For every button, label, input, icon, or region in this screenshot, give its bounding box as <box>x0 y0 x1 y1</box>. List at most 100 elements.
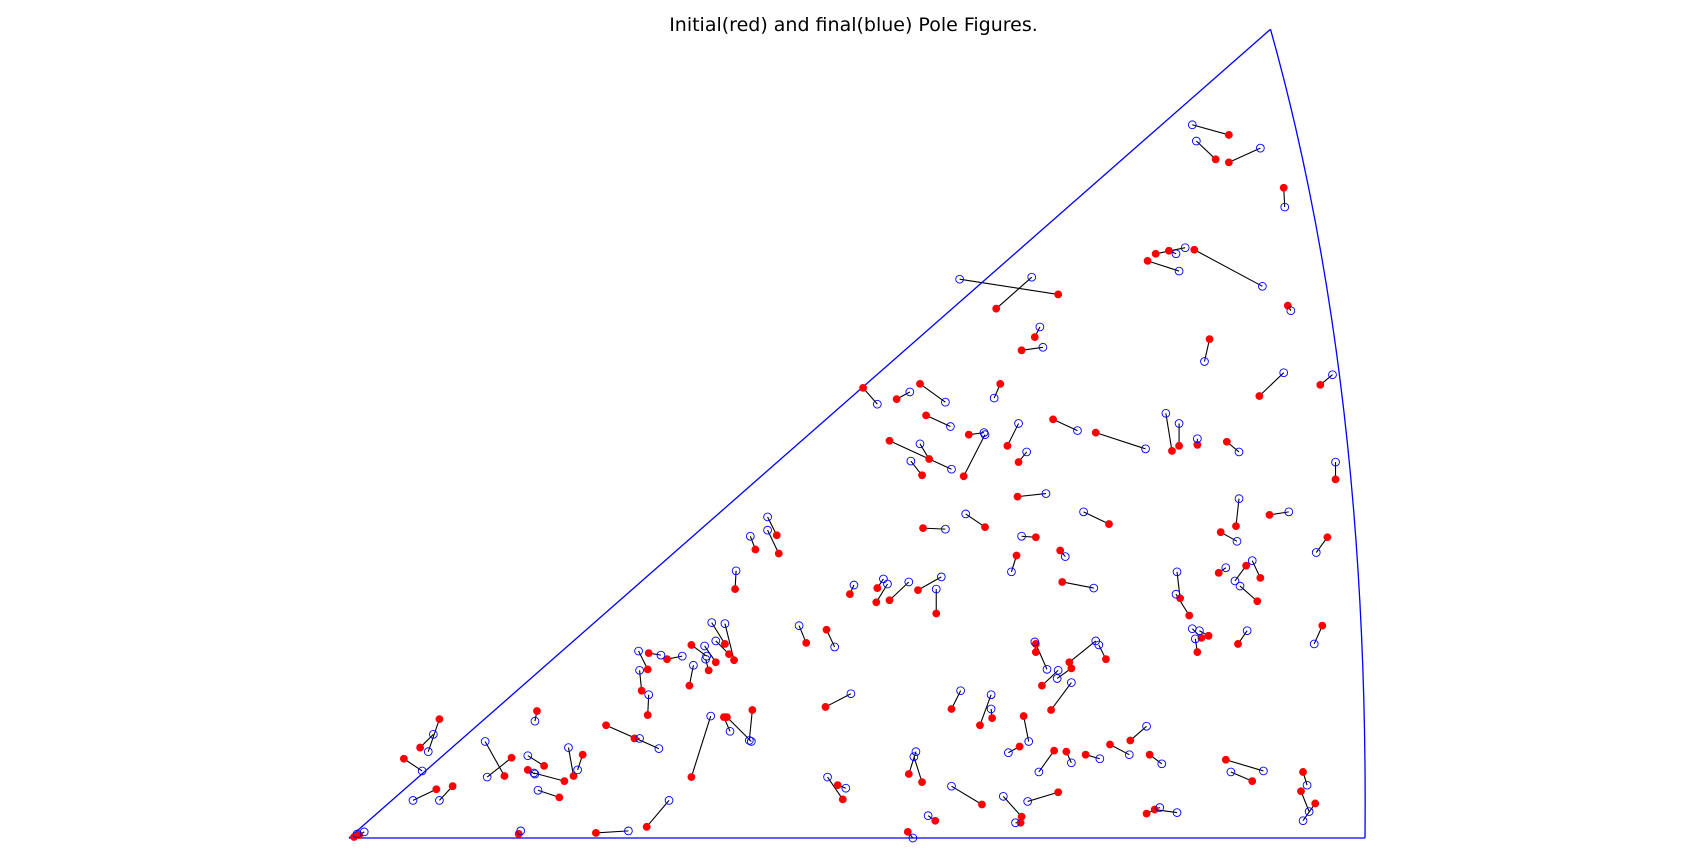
displacement-link <box>951 785 983 805</box>
initial-point <box>1255 392 1264 400</box>
initial-point <box>533 707 541 715</box>
initial-point <box>1049 415 1057 424</box>
final-point <box>1258 281 1267 291</box>
final-point <box>941 397 950 407</box>
initial-point <box>1224 131 1233 139</box>
displacement-link <box>889 581 910 601</box>
displacement-links <box>353 124 1337 839</box>
final-point <box>823 772 832 782</box>
final-point <box>1230 576 1240 586</box>
initial-point <box>1234 640 1242 648</box>
initial-point <box>1030 333 1039 342</box>
final-point <box>1247 556 1257 565</box>
final-point <box>1190 634 1200 644</box>
final-point <box>654 744 664 753</box>
final-point <box>989 393 999 403</box>
displacement-link <box>1194 249 1263 287</box>
final-point <box>1052 674 1062 683</box>
final-point <box>1221 563 1231 573</box>
final-point <box>905 387 915 397</box>
final-point <box>849 580 859 590</box>
initial-point <box>751 545 760 554</box>
final-point <box>1171 589 1181 599</box>
initial-point <box>914 586 922 594</box>
displacement-link <box>1095 432 1146 450</box>
initial-point <box>1054 788 1063 797</box>
initial-point <box>1190 245 1199 254</box>
initial-point <box>1145 750 1154 759</box>
initial-point <box>1214 568 1223 577</box>
final-point <box>720 619 730 628</box>
final-point <box>936 572 946 582</box>
final-point <box>1280 202 1290 212</box>
displacement-link <box>825 693 852 708</box>
initial-point <box>1015 742 1024 751</box>
initial-point <box>822 625 831 634</box>
initial-point <box>1232 522 1240 530</box>
final-point <box>677 651 687 661</box>
final-point <box>1200 357 1209 366</box>
displacement-link <box>1192 124 1230 136</box>
final-point <box>872 399 882 409</box>
final-point <box>1234 494 1244 504</box>
initial-point <box>1013 492 1022 501</box>
final-point <box>1141 444 1150 454</box>
final-point <box>1331 457 1340 467</box>
initial-point <box>711 658 720 667</box>
final-point <box>1242 626 1252 636</box>
final-point <box>846 689 856 699</box>
displacement-link <box>1083 511 1110 525</box>
final-point <box>1042 664 1052 674</box>
initial-point <box>1193 440 1202 449</box>
final-point <box>1007 567 1016 577</box>
final-point <box>794 621 804 631</box>
final-point <box>1187 120 1197 130</box>
initial-point <box>730 656 738 665</box>
final-point <box>644 690 654 700</box>
initial-point <box>642 822 651 831</box>
final-point <box>998 791 1008 801</box>
final-point <box>707 618 717 627</box>
final-point <box>1256 143 1265 153</box>
initial-point <box>821 703 830 711</box>
initial-point <box>1193 648 1202 656</box>
initial-point <box>1331 475 1340 484</box>
initial-point <box>1105 520 1113 528</box>
displacement-link <box>995 276 1033 310</box>
initial-point <box>1297 787 1305 796</box>
final-point <box>701 654 710 664</box>
displacement-link <box>1017 493 1047 498</box>
final-point <box>533 785 543 795</box>
initial-point <box>721 640 729 648</box>
initial-point <box>687 641 696 649</box>
final-point <box>1073 426 1082 435</box>
initial-point <box>981 523 989 532</box>
initial-point <box>560 777 569 786</box>
final-point <box>1234 447 1244 457</box>
final-point <box>1232 536 1242 546</box>
initial-point <box>1323 533 1332 542</box>
final-point <box>711 636 721 646</box>
initial-point <box>918 778 926 787</box>
initial-point <box>685 681 694 690</box>
initial-point <box>1253 597 1262 606</box>
initial-point <box>904 770 913 778</box>
final-point <box>1172 567 1182 577</box>
final-point <box>1187 624 1197 634</box>
displacement-link <box>1002 795 1023 818</box>
initial-point <box>976 721 984 730</box>
initial-points <box>350 131 1340 841</box>
displacement-link <box>979 694 992 726</box>
initial-point <box>1318 621 1327 630</box>
displacement-link <box>925 414 951 428</box>
initial-point <box>932 609 941 618</box>
displacement-link <box>1165 413 1173 451</box>
boundary-diagonal-edge <box>348 28 1271 839</box>
final-point <box>1309 639 1319 649</box>
final-point <box>763 512 772 522</box>
initial-point <box>555 793 564 802</box>
initial-point <box>1150 805 1159 814</box>
final-point <box>955 274 964 284</box>
final-point <box>909 752 919 762</box>
initial-point <box>978 800 986 809</box>
